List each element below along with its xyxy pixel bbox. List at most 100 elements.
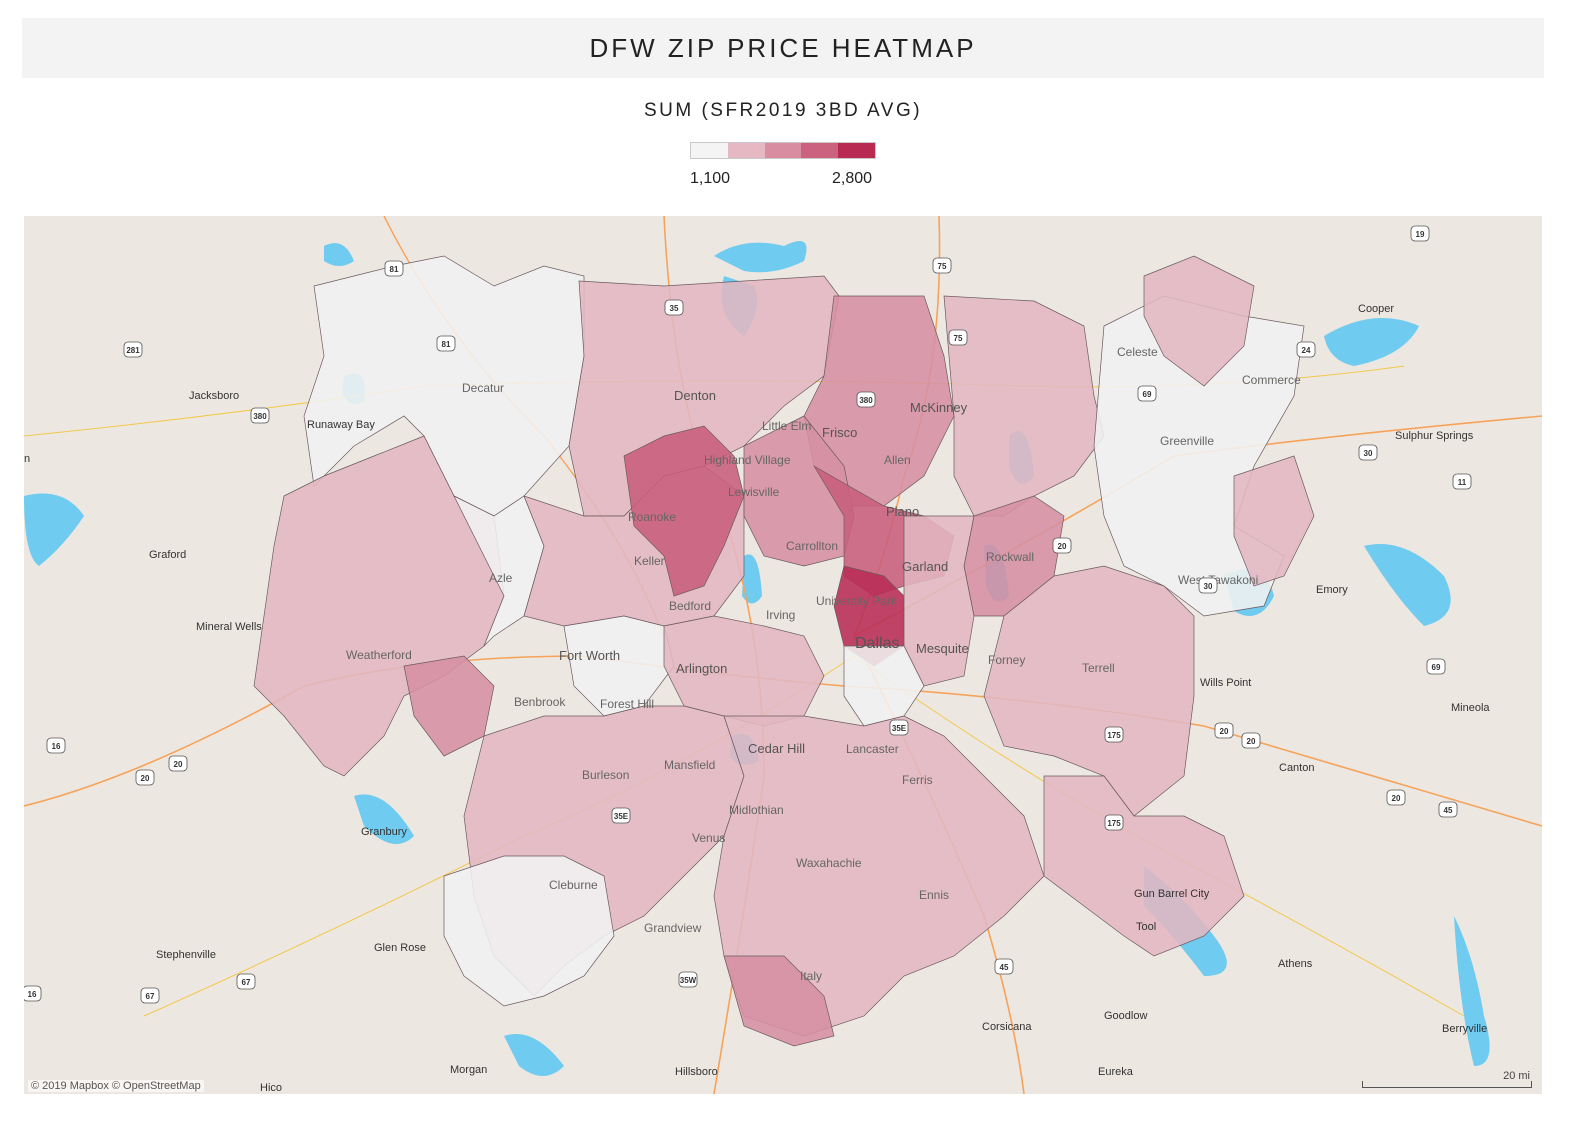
legend-title: SUM (SFR2019 3BD AVG) [643, 100, 923, 121]
legend-max-label: 2,800 [832, 170, 873, 187]
city-inside-label-2: Little Elm [762, 419, 811, 433]
city-inside-label-5: Celeste [1117, 345, 1158, 359]
highway-shield-2: 380 [250, 407, 270, 424]
city-inside-label-32: Lancaster [846, 742, 899, 756]
zone-fort-worth-central[interactable] [563, 615, 675, 717]
shield-layer: 81 281 380 81 35 75 75 380 19 24 69 30 11 20 30 20 175 20… [24, 225, 1472, 1004]
highway-shield-text-3: 81 [442, 340, 451, 349]
map-attribution[interactable]: © 2019 Mapbox © OpenStreetMap [28, 1080, 204, 1092]
zone-roanoke-bedford[interactable] [623, 425, 745, 597]
city-inside-label-11: Roanoke [628, 510, 676, 524]
city-outside-label-22: Cooper [1358, 303, 1394, 315]
highway-shield-23: 16 [24, 985, 42, 1002]
city-outside-label-11: Goodlow [1104, 1010, 1147, 1022]
lake-palestine [1454, 916, 1490, 1066]
zone-cleburne-light[interactable] [443, 855, 615, 1007]
lake-grapevine [742, 554, 762, 604]
highway-shield-text-0: 81 [390, 265, 399, 274]
zone-hopkins-east[interactable] [1233, 455, 1315, 587]
city-outside-label-19: Wills Point [1200, 677, 1251, 689]
zone-ellis-county[interactable] [713, 715, 1045, 1037]
city-inside-label-17: Rockwall [986, 550, 1034, 564]
highway-shield-text-23: 16 [28, 990, 37, 999]
zone-benbrook[interactable] [403, 655, 495, 757]
map-canvas[interactable]: Jacksboro Runaway Bay Graford Mineral Wells… [24, 216, 1542, 1094]
city-inside-label-25: Mesquite [916, 641, 969, 656]
highway-shield-text-7: 380 [859, 396, 873, 405]
city-inside-label-38: Waxahachie [796, 856, 862, 870]
city-inside-label-6: Commerce [1242, 373, 1301, 387]
city-inside-label-35: Ferris [902, 773, 933, 787]
highway-shield-22: 20 [1386, 789, 1406, 806]
highway-shield-text-14: 30 [1204, 582, 1213, 591]
zone-collin-east[interactable] [943, 295, 1105, 517]
city-outside-label-5: Glen Rose [374, 942, 426, 954]
title-bar: DFW ZIP PRICE HEATMAP [22, 18, 1544, 78]
highway-shield-30: 35E [889, 719, 909, 736]
highway-shield-text-4: 35 [670, 304, 679, 313]
highway-shield-18: 20 [1241, 732, 1261, 749]
city-inside-label-13: Carrollton [786, 539, 838, 553]
highway-shield-text-24: 67 [146, 992, 155, 1001]
city-outside-label-9: Hillsboro [675, 1066, 718, 1078]
zone-kaufman[interactable] [983, 565, 1195, 817]
legend-color-ramp [690, 142, 876, 159]
city-inside-label-7: Greenville [1160, 434, 1214, 448]
highway-shield-12: 11 [1452, 473, 1472, 490]
highway-shield-20: 16 [46, 737, 66, 754]
city-outside-label-20: Emory [1316, 584, 1348, 596]
city-inside-label-4: McKinney [910, 400, 968, 415]
city-inside-label-0: Decatur [462, 381, 504, 395]
highway-shield-17: 20 [1214, 722, 1234, 739]
highway-shield-text-9: 24 [1302, 346, 1311, 355]
city-outside-label-1: Runaway Bay [307, 419, 375, 431]
city-outside-label-6: Stephenville [156, 949, 216, 961]
highway-shield-21: 20 [168, 755, 188, 772]
highway-shield-19: 69 [1426, 658, 1446, 675]
highway-shield-text-22: 20 [1392, 794, 1401, 803]
city-inside-label-41: Grandview [644, 921, 702, 935]
highway-shield-0: 81 [384, 260, 404, 277]
highway-shield-26: 35W [678, 971, 698, 988]
city-inside-label-34: Mansfield [664, 758, 715, 772]
lake-granbury [354, 794, 414, 844]
city-inside-label-18: West Tawakoni [1178, 573, 1258, 587]
highway-shield-11: 30 [1358, 444, 1378, 461]
highway-shield-text-15: 20 [141, 774, 150, 783]
label-layer: Jacksboro Runaway Bay Graford Mineral Wells… [24, 303, 1490, 1094]
highway-shield-text-13: 20 [1058, 542, 1067, 551]
highway-shield-29: 35E [611, 807, 631, 824]
highway-shield-text-29: 35E [614, 812, 629, 821]
zone-hunt-ne[interactable] [1143, 255, 1255, 387]
scale-label: 20 mi [1503, 1070, 1530, 1082]
legend-swatch-5 [838, 143, 875, 158]
map-svg[interactable]: Jacksboro Runaway Bay Graford Mineral Wells… [24, 216, 1542, 1094]
city-inside-label-26: Forney [988, 653, 1025, 667]
lake-cooper [1324, 318, 1419, 366]
city-inside-label-19: Bedford [669, 599, 711, 613]
city-outside-label-14: Berryville [1442, 1023, 1487, 1035]
zone-garland-mesquite[interactable] [903, 515, 975, 687]
highway-shield-text-30: 35E [892, 724, 907, 733]
city-inside-label-22: Dallas [855, 635, 899, 652]
city-outside-label-18: Mineola [1451, 702, 1490, 714]
highway-shield-text-1: 281 [126, 346, 140, 355]
zone-navarro-nw[interactable] [723, 955, 835, 1047]
lake-possum [24, 493, 84, 566]
city-inside-label-16: Garland [902, 559, 948, 574]
highway-shield-text-10: 69 [1143, 390, 1152, 399]
highway-shield-text-18: 20 [1247, 737, 1256, 746]
lake-lewisville [714, 241, 807, 273]
highway-shield-text-31: 45 [1444, 806, 1453, 815]
zone-henderson-south[interactable] [1043, 775, 1245, 957]
zip-zone-layer[interactable] [253, 255, 1315, 1047]
city-inside-label-9: Lewisville [728, 485, 780, 499]
legend-swatch-3 [764, 143, 802, 158]
highway-shield-text-12: 11 [1458, 478, 1467, 487]
highway-shield-text-16: 175 [1107, 731, 1121, 740]
highway-shield-text-11: 30 [1364, 449, 1373, 458]
city-inside-label-1: Denton [674, 388, 716, 403]
city-outside-label-10: Corsicana [982, 1021, 1032, 1033]
highway-shield-16: 175 [1104, 726, 1124, 743]
highway-shield-9: 24 [1296, 341, 1316, 358]
